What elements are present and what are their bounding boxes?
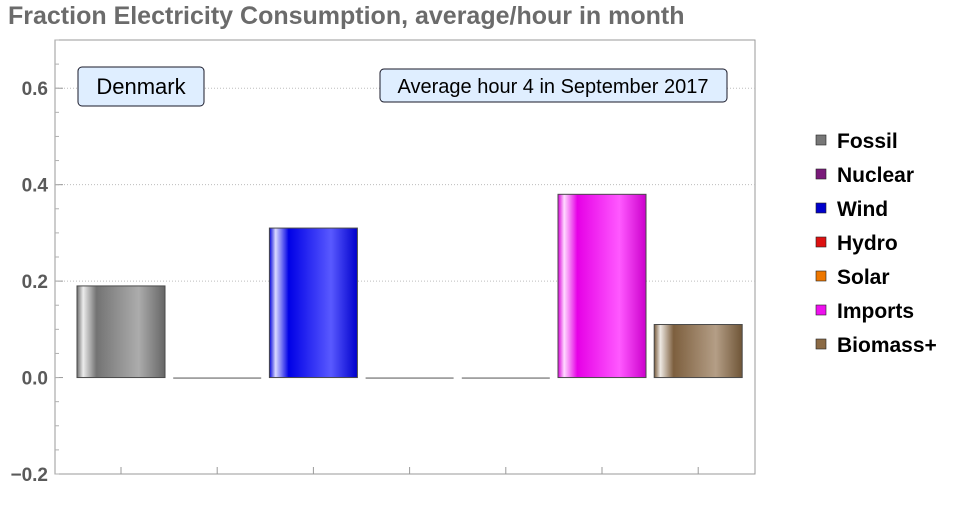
legend-swatch: [815, 270, 827, 282]
legend-swatch: [815, 236, 827, 248]
y-tick-label: 0.4: [22, 176, 49, 197]
bar-solar: [461, 377, 550, 379]
legend-swatch: [815, 134, 827, 146]
legend-label: Wind: [837, 198, 888, 221]
period-label-box: Average hour 4 in September 2017: [379, 68, 728, 103]
legend-swatch: [815, 168, 827, 180]
bar-wind: [268, 227, 358, 379]
legend-swatch: [815, 338, 827, 350]
legend-label: Solar: [837, 266, 890, 289]
y-tick-label: 0.2: [22, 272, 48, 293]
legend: Fossil Nuclear Wind Hydro Solar Imports Biomas…: [815, 130, 937, 357]
legend-label: Nuclear: [837, 164, 914, 187]
legend-swatch: [815, 304, 827, 316]
y-tick-label: 0.0: [22, 369, 48, 390]
region-label: Denmark: [96, 74, 186, 99]
period-label: Average hour 4 in September 2017: [398, 76, 709, 98]
bar-imports: [557, 193, 647, 379]
legend-label: Hydro: [837, 232, 898, 255]
bars: [76, 193, 743, 379]
y-tick-label: 0.6: [22, 79, 48, 100]
bar-fossil: [76, 285, 166, 379]
legend-label: Imports: [837, 300, 914, 323]
chart-title: Fraction Electricity Consumption, averag…: [8, 2, 685, 30]
bar-biomass: [653, 324, 743, 379]
x-axis: [120, 467, 699, 474]
bar-hydro: [365, 377, 454, 379]
legend-label: Fossil: [837, 130, 898, 153]
legend-swatch: [815, 202, 827, 214]
legend-label: Biomass+: [837, 334, 937, 357]
y-axis: −0.2 0.0 0.2 0.4 0.6: [10, 39, 63, 486]
y-tick-label: −0.2: [10, 465, 48, 486]
bar-nuclear: [173, 377, 262, 379]
region-label-box: Denmark: [77, 66, 205, 107]
